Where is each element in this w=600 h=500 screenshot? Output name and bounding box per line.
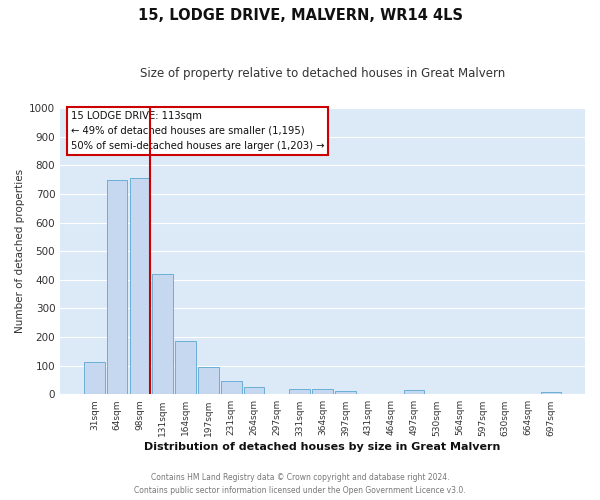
Bar: [221, 382, 242, 394]
Text: 15 LODGE DRIVE: 113sqm
← 49% of detached houses are smaller (1,195)
50% of semi-: 15 LODGE DRIVE: 113sqm ← 49% of detached…: [71, 111, 324, 150]
Bar: [404, 390, 424, 394]
Bar: [541, 392, 561, 394]
Y-axis label: Number of detached properties: Number of detached properties: [15, 169, 25, 333]
Bar: [152, 274, 173, 394]
Bar: [289, 388, 310, 394]
Text: 15, LODGE DRIVE, MALVERN, WR14 4LS: 15, LODGE DRIVE, MALVERN, WR14 4LS: [137, 8, 463, 22]
Text: Contains HM Land Registry data © Crown copyright and database right 2024.
Contai: Contains HM Land Registry data © Crown c…: [134, 474, 466, 495]
Bar: [198, 366, 219, 394]
Bar: [130, 178, 150, 394]
Title: Size of property relative to detached houses in Great Malvern: Size of property relative to detached ho…: [140, 68, 505, 80]
Bar: [84, 362, 104, 394]
Bar: [244, 386, 265, 394]
Bar: [335, 392, 356, 394]
X-axis label: Distribution of detached houses by size in Great Malvern: Distribution of detached houses by size …: [145, 442, 501, 452]
Bar: [313, 388, 333, 394]
Bar: [107, 180, 127, 394]
Bar: [175, 341, 196, 394]
